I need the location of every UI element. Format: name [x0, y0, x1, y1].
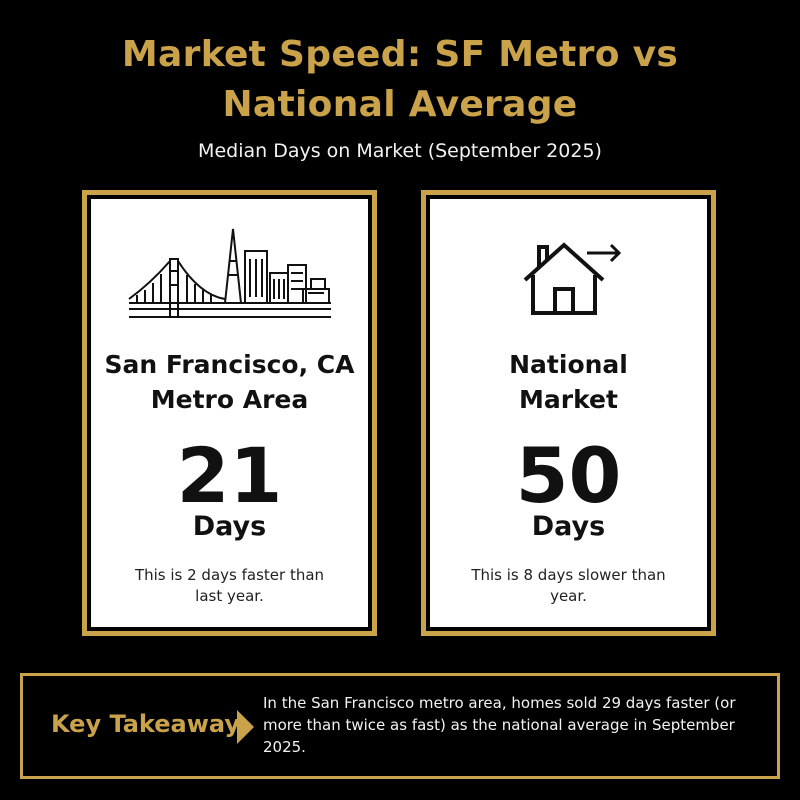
sf-days-value: 21	[176, 431, 283, 520]
page-title-line-2: National Average	[222, 84, 578, 125]
national-card-title: National Market	[430, 347, 707, 417]
key-takeaway-label: Key Takeaway	[51, 710, 240, 738]
page-subtitle: Median Days on Market (September 2025)	[198, 140, 602, 162]
sf-days-unit: Days	[192, 511, 267, 542]
golden-gate-skyline-icon	[91, 225, 368, 335]
national-market-card: National Market 50 Days This is 8 days s…	[421, 190, 716, 636]
sf-card-title-line-2: Metro Area	[150, 385, 309, 414]
national-card-title-line-2: Market	[519, 385, 618, 414]
play-arrow-icon	[237, 710, 254, 744]
key-takeaway-text: In the San Francisco metro area, homes s…	[263, 694, 736, 756]
national-comparison-note: This is 8 days slower than year.	[471, 566, 666, 605]
page-title: Market Speed: SF Metro vs National Avera…	[0, 30, 800, 130]
national-days-unit: Days	[531, 511, 606, 542]
house-arrow-icon	[430, 225, 707, 335]
key-takeaway-box: Key Takeaway In the San Francisco metro …	[20, 673, 780, 779]
sf-card-title: San Francisco, CA Metro Area	[91, 347, 368, 417]
national-days-value: 50	[515, 431, 622, 520]
page-title-line-1: Market Speed: SF Metro vs	[121, 34, 679, 75]
sf-card-title-line-1: San Francisco, CA	[104, 350, 355, 379]
sf-metro-card: San Francisco, CA Metro Area 21 Days Thi…	[82, 190, 377, 636]
national-card-title-line-1: National	[509, 350, 628, 379]
sf-comparison-note: This is 2 days faster than last year.	[134, 566, 325, 605]
